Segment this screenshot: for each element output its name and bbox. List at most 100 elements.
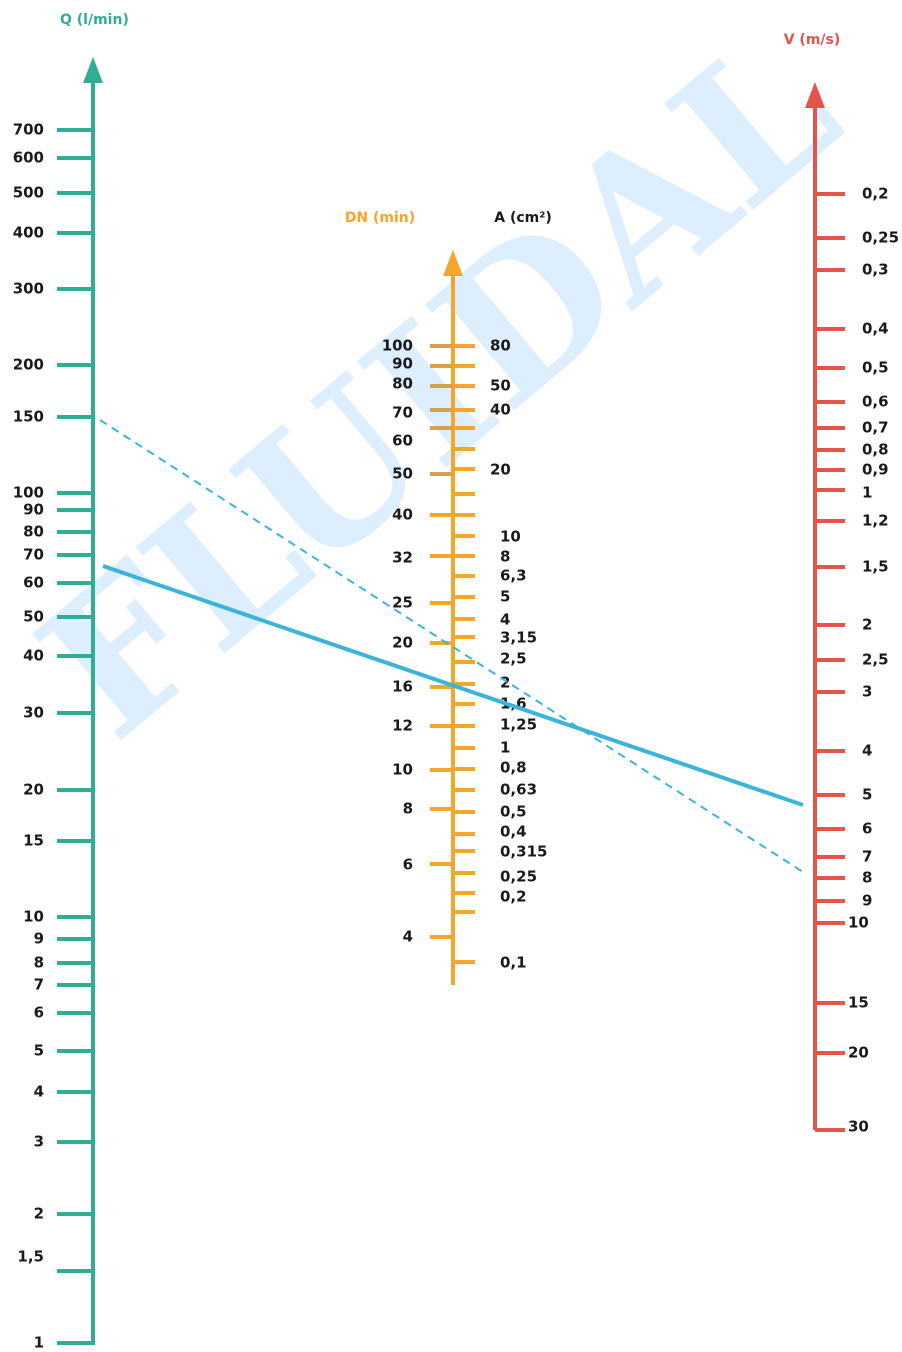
v-tick-label: 7 bbox=[862, 848, 872, 866]
v-tick-label: 1,5 bbox=[862, 558, 889, 576]
a-tick-label: 1 bbox=[500, 739, 510, 757]
v-tick-label: 0,9 bbox=[862, 461, 889, 479]
dn-tick-label: 12 bbox=[392, 717, 413, 735]
v-tick-label: 20 bbox=[848, 1044, 869, 1062]
dn-arrow bbox=[443, 250, 463, 276]
v-tick-label: 0,7 bbox=[862, 419, 889, 437]
a-tick-label: 3,15 bbox=[500, 629, 537, 647]
v-tick-label: 10 bbox=[848, 914, 869, 932]
q-tick-label: 6 bbox=[34, 1004, 44, 1022]
q-title: Q (l/min) bbox=[60, 12, 129, 28]
q-tick-label: 90 bbox=[23, 501, 44, 519]
q-tick-label: 4 bbox=[34, 1083, 44, 1101]
a-tick-label: 6,3 bbox=[500, 567, 527, 585]
dn-tick-label: 80 bbox=[392, 375, 413, 393]
v-tick-label: 2 bbox=[862, 616, 872, 634]
q-tick-label: 600 bbox=[13, 149, 44, 167]
a-tick-label: 40 bbox=[490, 401, 511, 419]
a-tick-label: 0,25 bbox=[500, 868, 537, 886]
dn-tick-label: 20 bbox=[392, 634, 413, 652]
a-tick-label: 4 bbox=[500, 611, 510, 629]
q-tick-label: 30 bbox=[23, 704, 44, 722]
q-tick-label: 50 bbox=[23, 608, 44, 626]
v-tick-label: 0,2 bbox=[862, 185, 889, 203]
v-tick-label: 1 bbox=[862, 484, 872, 502]
q-tick-label: 15 bbox=[23, 832, 44, 850]
q-tick-label: 1,5 bbox=[17, 1248, 44, 1266]
dn-tick-label: 50 bbox=[392, 465, 413, 483]
dn-tick-label: 90 bbox=[392, 355, 413, 373]
a-tick-label: 0,2 bbox=[500, 888, 527, 906]
dn-tick-label: 25 bbox=[392, 594, 413, 612]
v-tick-label: 3 bbox=[862, 683, 872, 701]
a-tick-label: 1,25 bbox=[500, 716, 537, 734]
q-tick-label: 7 bbox=[34, 976, 44, 994]
q-tick-label: 5 bbox=[34, 1042, 44, 1060]
dn-title: DN (min) bbox=[345, 210, 415, 226]
watermark: FLUIDAL bbox=[0, 0, 878, 780]
q-tick-label: 70 bbox=[23, 546, 44, 564]
v-tick-label: 8 bbox=[862, 869, 872, 887]
v-tick-label: 4 bbox=[862, 742, 872, 760]
v-tick-label: 0,25 bbox=[862, 229, 899, 247]
q-tick-label: 1 bbox=[34, 1334, 44, 1349]
q-tick-label: 300 bbox=[13, 280, 44, 298]
q-tick-label: 80 bbox=[23, 523, 44, 541]
v-tick-label: 2,5 bbox=[862, 651, 889, 669]
v-tick-label: 0,6 bbox=[862, 393, 889, 411]
dn-tick-label: 32 bbox=[392, 549, 413, 567]
v-tick-label: 0,8 bbox=[862, 441, 889, 459]
a-tick-label: 20 bbox=[490, 461, 511, 479]
v-tick-label: 15 bbox=[848, 994, 869, 1012]
dn-tick-label: 40 bbox=[392, 506, 413, 524]
dn-tick-label: 100 bbox=[382, 337, 413, 355]
a-tick-label: 0,315 bbox=[500, 843, 547, 861]
dn-tick-label: 10 bbox=[392, 761, 413, 779]
a-tick-label: 0,63 bbox=[500, 781, 537, 799]
v-tick-label: 0,5 bbox=[862, 359, 889, 377]
q-tick-label: 400 bbox=[13, 224, 44, 242]
dn-tick-label: 70 bbox=[392, 404, 413, 422]
q-tick-label: 40 bbox=[23, 647, 44, 665]
v-tick-label: 0,4 bbox=[862, 320, 889, 338]
a-tick-label: 80 bbox=[490, 337, 511, 355]
a-title: A (cm²) bbox=[494, 210, 552, 226]
a-tick-label: 50 bbox=[490, 377, 511, 395]
a-tick-label: 2,5 bbox=[500, 650, 527, 668]
a-tick-label: 2 bbox=[500, 674, 510, 692]
a-tick-label: 0,5 bbox=[500, 803, 527, 821]
a-tick-label: 10 bbox=[500, 528, 521, 546]
dn-tick-label: 16 bbox=[392, 678, 413, 696]
v-tick-label: 6 bbox=[862, 820, 872, 838]
q-tick-label: 9 bbox=[34, 930, 44, 948]
dn-tick-label: 8 bbox=[403, 800, 413, 818]
q-tick-label: 3 bbox=[34, 1133, 44, 1151]
q-tick-label: 2 bbox=[34, 1205, 44, 1223]
ticks: 7006005004003002001501009080706050403020… bbox=[13, 121, 899, 1352]
v-tick-label: 0,3 bbox=[862, 261, 889, 279]
v-tick-label: 30 bbox=[848, 1118, 869, 1136]
solid-line bbox=[102, 564, 804, 807]
q-tick-label: 20 bbox=[23, 781, 44, 799]
q-tick-label: 10 bbox=[23, 908, 44, 926]
q-tick-label: 100 bbox=[13, 484, 44, 502]
q-tick-label: 150 bbox=[13, 408, 44, 426]
v-tick-label: 1,2 bbox=[862, 512, 889, 530]
q-tick-label: 200 bbox=[13, 356, 44, 374]
q-tick-label: 60 bbox=[23, 574, 44, 592]
a-tick-label: 8 bbox=[500, 548, 510, 566]
a-tick-label: 0,4 bbox=[500, 823, 527, 841]
dn-tick-label: 6 bbox=[403, 856, 413, 874]
q-tick-label: 700 bbox=[13, 121, 44, 139]
a-tick-label: 0,1 bbox=[500, 954, 527, 972]
a-tick-label: 0,8 bbox=[500, 759, 527, 777]
q-arrow bbox=[83, 57, 103, 83]
a-tick-label: 5 bbox=[500, 588, 510, 606]
dn-tick-label: 60 bbox=[392, 432, 413, 450]
v-title: V (m/s) bbox=[784, 32, 841, 48]
q-tick-label: 500 bbox=[13, 184, 44, 202]
v-arrow bbox=[805, 82, 825, 108]
dn-tick-label: 4 bbox=[403, 928, 413, 946]
